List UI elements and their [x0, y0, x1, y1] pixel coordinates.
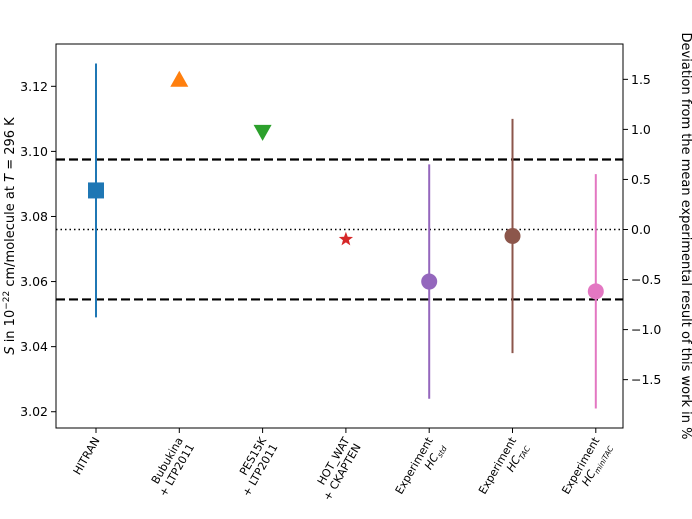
x-tick-label-subscript: TAC	[517, 444, 532, 462]
ylabel-exponent: −22	[2, 291, 12, 310]
star-marker	[338, 231, 354, 246]
y2-tick-label: −1.5	[631, 372, 661, 387]
y-tick-label: 3.06	[20, 274, 48, 289]
ylabel-units: cm/molecule at	[3, 182, 18, 291]
x-tick-label: ExperimentHCstd	[393, 434, 449, 504]
circle-marker	[587, 283, 604, 300]
circle-marker	[421, 273, 438, 290]
x-tick-label: HITRAN	[71, 435, 103, 477]
x-tick-label: ExperimentHCminiTAC	[559, 434, 615, 504]
reference-lines	[56, 158, 623, 301]
y2-axis-label: Deviation from the mean experimental res…	[678, 33, 692, 440]
y-tick-label: 3.02	[20, 404, 48, 419]
ylabel-in: in 10	[3, 310, 18, 347]
data-point-7	[587, 174, 604, 409]
data-point-5	[421, 164, 438, 399]
y-tick-label: 3.12	[20, 79, 48, 94]
y2-tick-label: 0.0	[631, 222, 651, 237]
y-tick-label: 3.08	[20, 209, 48, 224]
y-tick-label: 3.04	[20, 339, 48, 354]
y2-tick-label: 1.0	[631, 122, 651, 137]
triangle-up-marker	[170, 70, 189, 87]
plot-frame	[55, 43, 624, 429]
y2-tick-label: 0.5	[631, 172, 651, 187]
x-tick-label-line: HITRAN	[71, 435, 103, 477]
ylabel-s: S	[3, 346, 18, 354]
ylabel-t: T	[3, 173, 18, 182]
data-point-1	[88, 63, 104, 318]
left-axis: 3.02 3.04 3.06 3.08 3.10 3.12	[20, 79, 56, 419]
x-axis: HITRAN Bubukina+ LTP2011 PES15K+ LTP2011 HO…	[71, 428, 616, 504]
circle-marker	[504, 228, 521, 244]
y2-tick-label: 1.5	[631, 72, 651, 87]
x-tick-label: PES15K+ LTP2011	[229, 434, 281, 499]
data-point-3	[253, 124, 272, 141]
y-tick-label: 3.10	[20, 144, 48, 159]
y2-tick-label: −0.5	[631, 272, 661, 287]
y-axis-label: S in 10−22 cm/molecule at T = 296 K	[2, 117, 18, 355]
x-tick-label: ExperimentHCTAC	[476, 434, 532, 504]
square-marker	[88, 182, 104, 199]
data-point-2	[170, 70, 189, 87]
x-tick-label: Bubukina+ LTP2011	[145, 435, 197, 499]
y2-tick-label: −1.0	[631, 322, 661, 337]
triangle-down-marker	[253, 124, 272, 141]
data-points	[88, 63, 604, 409]
right-axis: −1.5 −1.0 −0.5 0.0 0.5 1.0 1.5	[623, 72, 661, 387]
data-point-6	[504, 118, 521, 354]
x-tick-label: HOT_WAT+ CKAPTEN	[309, 435, 363, 503]
x-tick-label-subscript: std	[435, 444, 449, 459]
ylabel-temp: = 296 K	[3, 117, 18, 174]
data-point-4	[338, 231, 354, 246]
